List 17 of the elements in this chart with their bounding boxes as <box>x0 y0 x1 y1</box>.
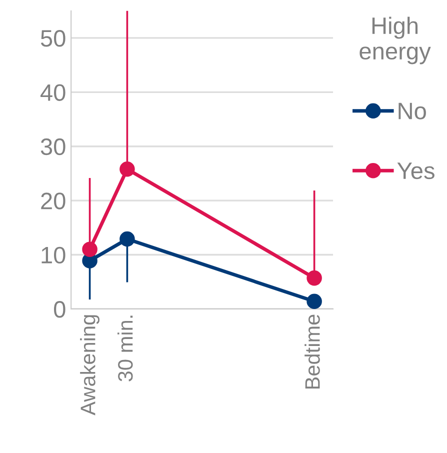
legend-title: High energy <box>360 16 431 64</box>
x-tick-label: Awakening <box>80 315 100 416</box>
x-tick-label: 30 min. <box>117 316 133 382</box>
point <box>82 242 98 257</box>
point <box>120 161 135 177</box>
y-tick-label: 50 <box>40 30 66 47</box>
legend-label: Yes <box>397 162 434 180</box>
x-tick-label: Bedtime <box>304 314 320 389</box>
y-tick-label: 40 <box>40 84 66 101</box>
legend-label: No <box>398 102 426 120</box>
point <box>306 294 322 309</box>
point <box>306 270 322 286</box>
y-tick-label: 30 <box>40 138 66 156</box>
y-tick-label: 10 <box>42 246 66 264</box>
point <box>120 231 135 247</box>
y-tick-label: 20 <box>41 192 66 210</box>
y-tick-label: 0 <box>54 301 66 318</box>
